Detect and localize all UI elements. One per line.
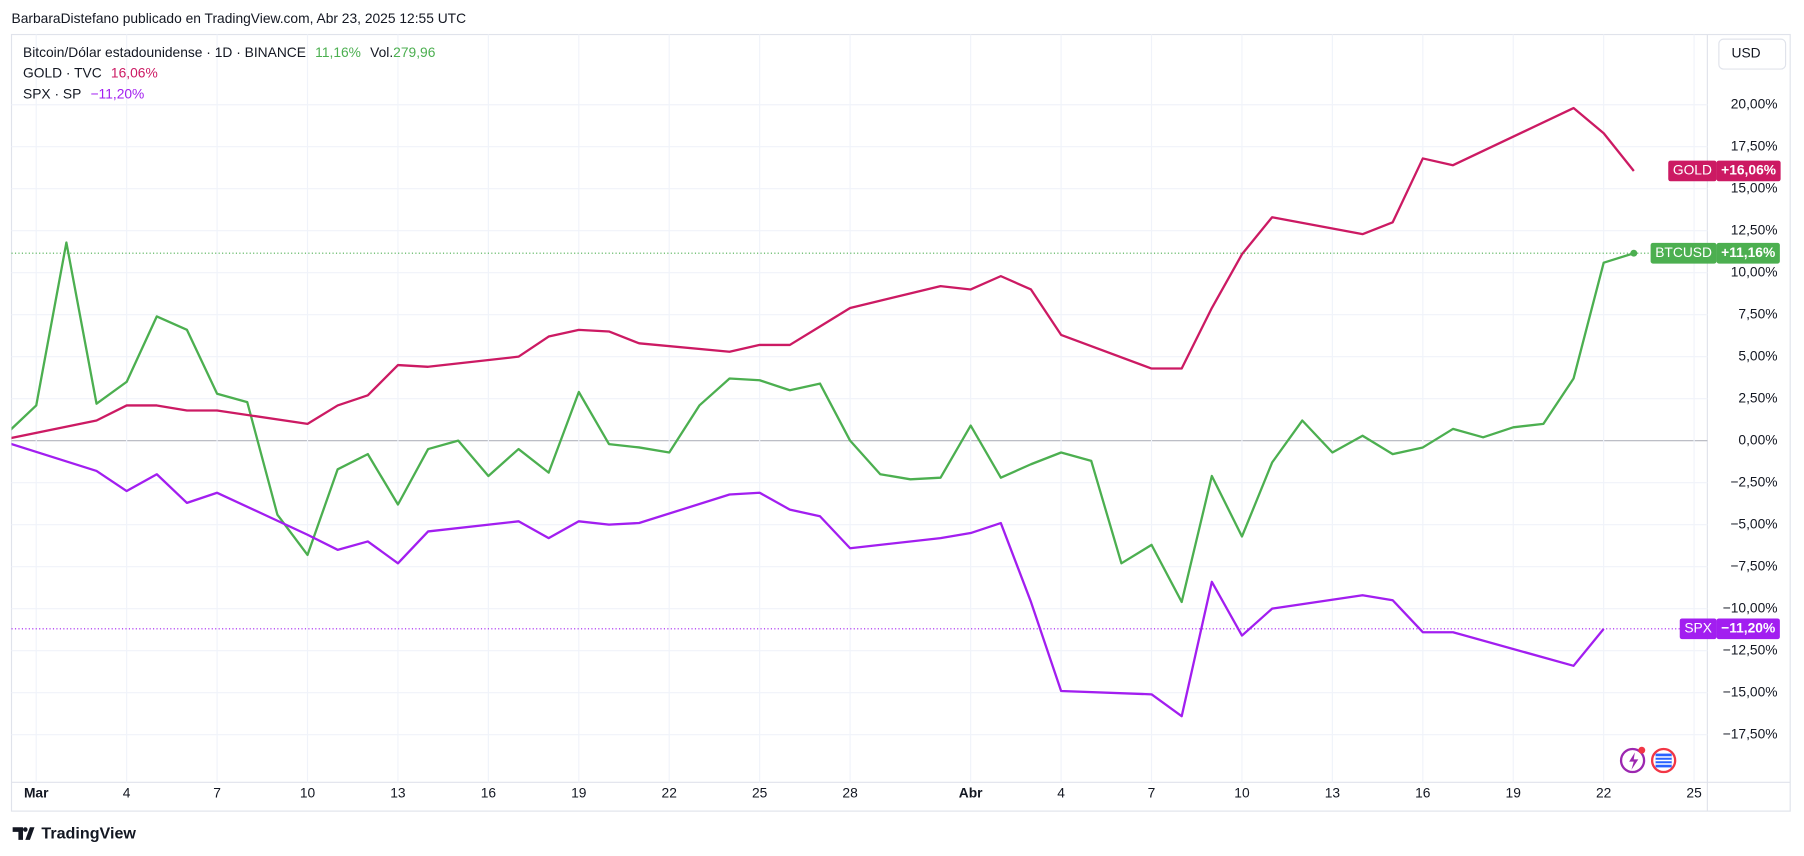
series-value-box <box>1716 160 1781 182</box>
legend-vol-label: Vol. <box>370 45 393 60</box>
legend-label: SPX · SP <box>23 86 81 101</box>
y-tick-label: −10,00% <box>1723 600 1778 615</box>
legend-label: GOLD · TVC <box>23 65 102 80</box>
series-name-label: GOLD <box>1673 163 1712 178</box>
x-tick-label: Abr <box>959 786 983 801</box>
y-tick-label: −2,50% <box>1730 474 1777 489</box>
frame <box>10 33 1791 812</box>
series-value-label: +11,16% <box>1721 245 1775 260</box>
x-tick-label: 13 <box>1325 786 1341 801</box>
legend-label: Bitcoin/Dólar estadounidense · 1D · BINA… <box>23 45 306 60</box>
legend-change: 11,16% <box>315 45 361 60</box>
icon-stripes <box>1655 756 1672 765</box>
icon-bolt <box>1629 752 1639 770</box>
legend-entry: GOLD · TVC 16,06% <box>23 65 158 80</box>
x-tick-label: 4 <box>1057 786 1065 801</box>
series-name-label: BTCUSD <box>1655 245 1712 260</box>
y-tick-label: −15,00% <box>1723 684 1778 699</box>
header: BarbaraDistefano publicado en TradingVie… <box>12 11 467 26</box>
series-name-box <box>1668 160 1717 182</box>
y-tick-label: 12,50% <box>1731 222 1778 237</box>
y-tick-label: 7,50% <box>1738 306 1777 321</box>
legend-vol: 279,96 <box>393 45 436 60</box>
series-line <box>11 106 1635 440</box>
y-tick-label: 17,50% <box>1731 138 1778 153</box>
icon-dot <box>1638 746 1646 754</box>
legend-entry: Bitcoin/Dólar estadounidense · 1D · BINA… <box>23 45 436 60</box>
legend-entry: SPX · SP −11,20% <box>23 86 144 101</box>
footer: TradingView <box>41 824 136 842</box>
y-tick-label: −12,50% <box>1723 642 1778 657</box>
x-tick-label: 4 <box>123 786 131 801</box>
y-tick-label: 20,00% <box>1731 96 1778 111</box>
series-value-box <box>1716 242 1780 264</box>
x-tick-label: 19 <box>571 786 587 801</box>
x-tick-label: 13 <box>390 786 406 801</box>
y-tick-label: 15,00% <box>1731 180 1778 195</box>
y-tick-label: 2,50% <box>1738 390 1777 405</box>
legend-change: −11,20% <box>90 86 144 101</box>
x-tick-label: 28 <box>842 786 858 801</box>
icons <box>1619 746 1677 774</box>
series-value-label: +16,06% <box>1721 163 1776 178</box>
x-tick-label: 25 <box>1686 786 1702 801</box>
overlay: BTCUSD +11,16% GOLD +16,06% SPX −11,20% <box>11 160 1781 640</box>
series-name-box <box>1650 242 1717 264</box>
logo-dot <box>23 827 28 832</box>
currency-label: USD <box>1732 46 1761 61</box>
footer-logo <box>12 827 35 840</box>
x-tick-label: 22 <box>662 786 677 801</box>
x-tick-label: 16 <box>1415 786 1431 801</box>
series-name-label: SPX <box>1684 620 1712 635</box>
y-tick-label: 5,00% <box>1738 348 1777 363</box>
series-line <box>11 241 1635 604</box>
legend-change: 16,06% <box>111 65 158 80</box>
series-name-box <box>1679 618 1717 640</box>
logo <box>12 827 35 840</box>
y-tick-label: 0,00% <box>1738 432 1777 447</box>
series-value-label: −11,20% <box>1721 620 1775 635</box>
currency-button[interactable] <box>1718 38 1787 70</box>
series-value-box <box>1716 618 1780 640</box>
x-tick-label: 25 <box>752 786 768 801</box>
y-tick-label: −7,50% <box>1730 558 1777 573</box>
x-tick-label: Mar <box>24 786 49 801</box>
y-tick-label: 10,00% <box>1731 264 1778 279</box>
y-tick-label: −17,50% <box>1723 726 1778 741</box>
x-tick-label: 22 <box>1596 786 1611 801</box>
x-tick-label: 19 <box>1506 786 1522 801</box>
grid: −17,50% −15,00% −12,50% −10,00% −7,50% −5,00%… <box>11 34 1778 801</box>
series-line <box>11 442 1605 718</box>
x-tick-label: 7 <box>213 786 221 801</box>
x-tick-label: 7 <box>1148 786 1156 801</box>
y-tick-label: −5,00% <box>1730 516 1777 531</box>
x-tick-label: 10 <box>1234 786 1250 801</box>
x-tick-label: 16 <box>481 786 497 801</box>
last-point <box>1630 249 1638 257</box>
x-tick-label: 10 <box>300 786 316 801</box>
plot <box>11 106 1635 718</box>
